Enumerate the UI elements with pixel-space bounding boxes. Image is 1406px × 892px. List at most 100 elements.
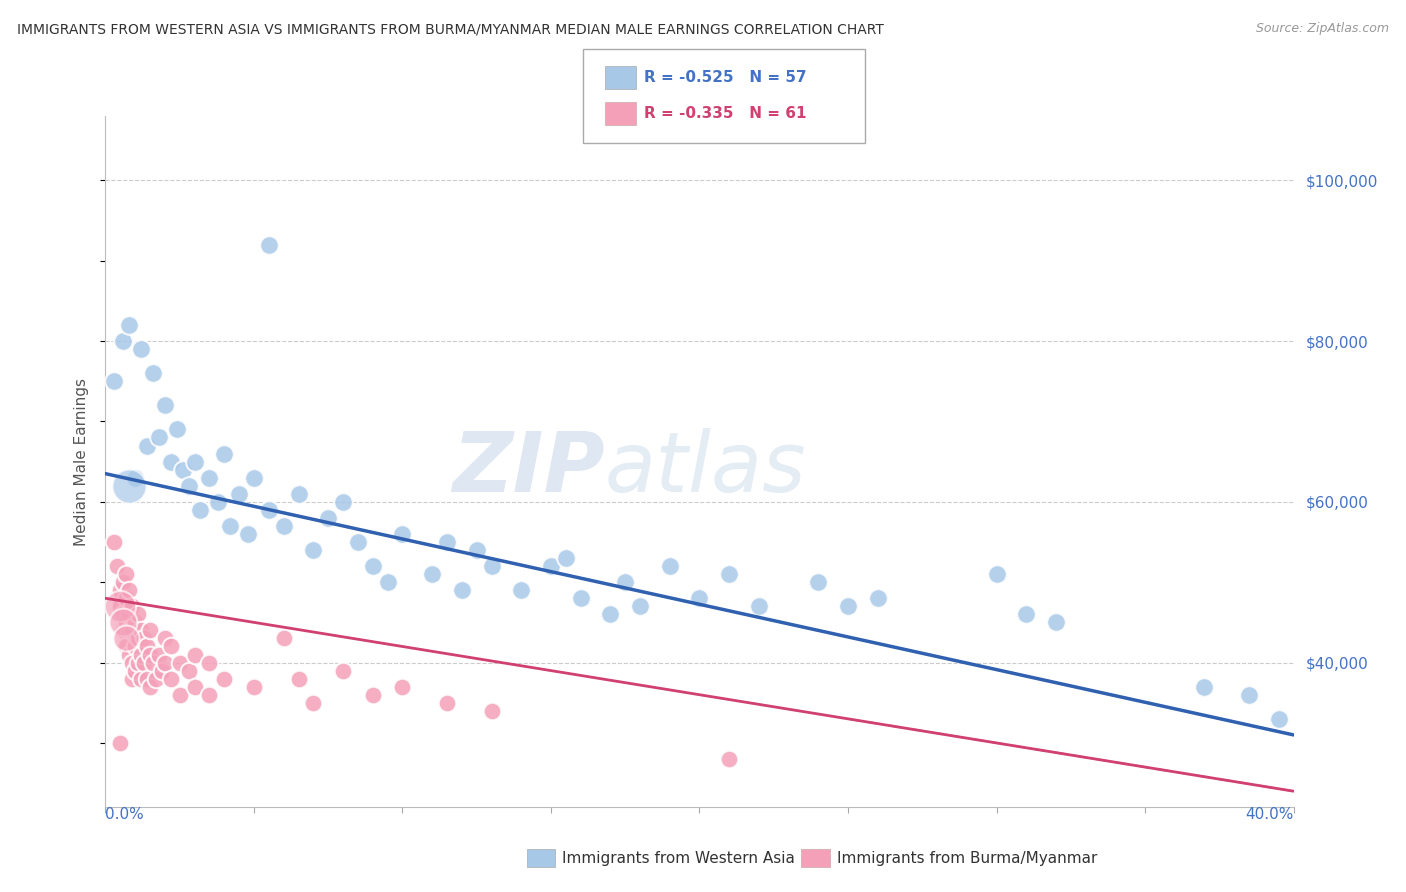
Point (689, 591, 711, 606)
Point (302, 696, 325, 710)
Point (614, 575, 637, 590)
Point (115, 640, 138, 654)
Point (287, 487, 309, 501)
Point (190, 503, 212, 517)
Point (198, 656, 221, 670)
Point (377, 575, 399, 590)
Point (837, 599, 859, 614)
Point (159, 455, 181, 469)
Point (172, 463, 194, 477)
Point (118, 648, 141, 662)
Point (599, 607, 621, 622)
Point (112, 624, 135, 638)
Point (112, 575, 135, 590)
Point (136, 438, 159, 452)
Point (169, 688, 191, 702)
Point (658, 559, 681, 574)
Point (748, 599, 770, 614)
Point (450, 583, 472, 598)
Point (110, 583, 132, 598)
Point (198, 471, 221, 485)
Point (118, 318, 141, 332)
Text: R = -0.525   N = 57: R = -0.525 N = 57 (644, 70, 807, 85)
Point (112, 334, 135, 348)
Point (115, 615, 138, 630)
Point (807, 575, 830, 590)
Point (105, 559, 128, 574)
Text: Source: ZipAtlas.com: Source: ZipAtlas.com (1256, 22, 1389, 36)
Point (139, 648, 162, 662)
Point (236, 527, 259, 541)
Point (718, 752, 741, 766)
Point (510, 583, 533, 598)
Point (169, 656, 191, 670)
Point (129, 624, 152, 638)
Point (214, 446, 236, 460)
Point (243, 471, 266, 485)
Point (481, 704, 503, 718)
Point (183, 455, 205, 469)
Point (332, 664, 354, 678)
Point (257, 503, 280, 517)
Point (1237, 688, 1260, 702)
Point (150, 664, 173, 678)
Point (103, 535, 125, 549)
Point (159, 640, 181, 654)
Point (112, 607, 135, 622)
Point (183, 648, 205, 662)
Point (554, 551, 576, 566)
Point (118, 583, 141, 598)
Point (112, 615, 135, 630)
Point (166, 422, 188, 436)
Point (129, 672, 152, 686)
Point (110, 599, 132, 614)
Point (177, 664, 200, 678)
Point (481, 559, 503, 574)
Point (153, 632, 176, 646)
Point (118, 479, 141, 493)
Point (207, 495, 229, 509)
Text: 40.0%: 40.0% (1246, 807, 1294, 822)
Point (332, 495, 354, 509)
Point (115, 591, 138, 606)
Point (214, 672, 236, 686)
Point (139, 624, 162, 638)
Point (420, 567, 443, 582)
Point (391, 527, 413, 541)
Point (361, 559, 384, 574)
Text: ZIP: ZIP (451, 428, 605, 509)
Point (118, 607, 141, 622)
Point (129, 342, 152, 356)
Point (142, 656, 165, 670)
Point (1194, 680, 1216, 694)
Point (121, 672, 143, 686)
Point (302, 543, 325, 558)
Point (153, 656, 176, 670)
Point (287, 672, 309, 686)
Point (110, 736, 132, 750)
Point (124, 615, 146, 630)
Point (132, 632, 155, 646)
Point (718, 567, 741, 582)
Point (118, 624, 141, 638)
Point (115, 567, 138, 582)
Point (436, 696, 458, 710)
Text: 0.0%: 0.0% (105, 807, 145, 822)
Point (436, 535, 458, 549)
Point (139, 680, 162, 694)
Point (569, 591, 592, 606)
Point (347, 535, 370, 549)
Point (273, 519, 295, 533)
Point (127, 656, 149, 670)
Point (127, 607, 149, 622)
Point (148, 648, 170, 662)
Point (986, 567, 1008, 582)
Point (273, 632, 295, 646)
Point (132, 656, 155, 670)
Point (124, 471, 146, 485)
Point (177, 479, 200, 493)
Point (129, 648, 152, 662)
Text: Immigrants from Western Asia: Immigrants from Western Asia (562, 851, 796, 865)
Point (1015, 607, 1038, 622)
Point (1267, 712, 1289, 726)
